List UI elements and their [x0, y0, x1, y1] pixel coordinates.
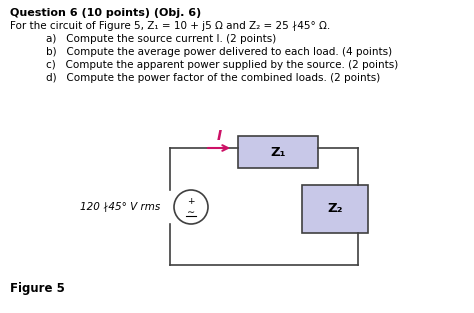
Text: +: + [187, 197, 195, 206]
Text: b)   Compute the average power delivered to each load. (4 points): b) Compute the average power delivered t… [46, 47, 392, 57]
Bar [238, 136, 318, 168]
Text: a)   Compute the source current I. (2 points): a) Compute the source current I. (2 poin… [46, 34, 276, 44]
Text: 120 ∤45° V rms: 120 ∤45° V rms [80, 202, 160, 212]
Text: Z₂: Z₂ [327, 203, 343, 215]
Text: c)   Compute the apparent power supplied by the source. (2 points): c) Compute the apparent power supplied b… [46, 60, 398, 70]
Text: d)   Compute the power factor of the combined loads. (2 points): d) Compute the power factor of the combi… [46, 73, 380, 83]
Text: For the circuit of Figure 5, Z₁ = 10 + j5 Ω and Z₂ = 25 ∤45° Ω.: For the circuit of Figure 5, Z₁ = 10 + j… [10, 21, 330, 31]
Text: Figure 5: Figure 5 [10, 282, 65, 295]
Text: Question 6 (10 points) (Obj. 6): Question 6 (10 points) (Obj. 6) [10, 8, 201, 18]
Text: Z₁: Z₁ [270, 146, 286, 158]
Text: I: I [217, 129, 221, 143]
Text: ∼: ∼ [187, 207, 195, 217]
Bar [302, 185, 368, 233]
